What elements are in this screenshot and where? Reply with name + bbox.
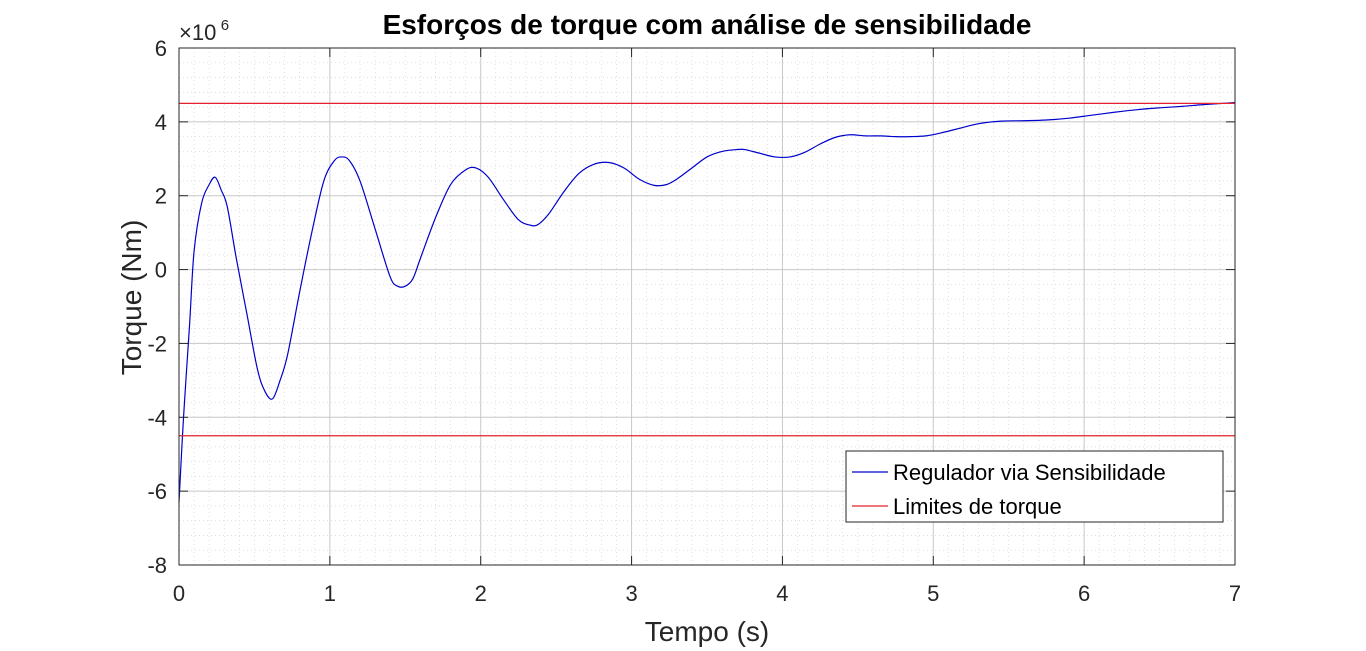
minor-grid bbox=[179, 48, 1235, 565]
legend-label-limites: Limites de torque bbox=[893, 494, 1062, 519]
y-tick-label: -2 bbox=[147, 331, 167, 356]
chart-title: Esforços de torque com análise de sensib… bbox=[383, 9, 1032, 40]
y-axis-label: Torque (Nm) bbox=[116, 220, 147, 376]
y-exponent-power: 6 bbox=[221, 17, 229, 34]
series-layer bbox=[178, 102, 1236, 503]
series-line-regulador bbox=[178, 102, 1236, 503]
y-exponent-base: ×10 bbox=[179, 20, 216, 45]
x-tick-label: 3 bbox=[625, 581, 637, 606]
y-tick-label: 2 bbox=[155, 184, 167, 209]
x-tick-label: 0 bbox=[173, 581, 185, 606]
legend: Regulador via Sensibilidade Limites de t… bbox=[845, 450, 1224, 523]
x-tick-label: 5 bbox=[927, 581, 939, 606]
x-axis-label: Tempo (s) bbox=[645, 616, 769, 647]
y-tick-labels: -8 -6 -4 -2 0 2 4 6 bbox=[147, 36, 167, 578]
x-tick-label: 4 bbox=[776, 581, 788, 606]
x-tick-labels: 0 1 2 3 4 5 6 7 bbox=[173, 581, 1241, 606]
y-tick-label: -8 bbox=[147, 553, 167, 578]
x-tick-label: 6 bbox=[1078, 581, 1090, 606]
y-tick-label: -4 bbox=[147, 405, 167, 430]
legend-label-regulador: Regulador via Sensibilidade bbox=[893, 460, 1166, 485]
x-tick-label: 7 bbox=[1229, 581, 1241, 606]
y-tick-label: 4 bbox=[155, 110, 167, 135]
y-axis-exponent: ×10 6 bbox=[179, 17, 229, 45]
x-tick-label: 1 bbox=[324, 581, 336, 606]
y-tick-label: 6 bbox=[155, 36, 167, 61]
tick-marks bbox=[178, 47, 1236, 566]
x-tick-label: 2 bbox=[475, 581, 487, 606]
axes-box bbox=[178, 47, 1236, 566]
legend-box bbox=[845, 450, 1224, 523]
y-tick-label: 0 bbox=[155, 258, 167, 283]
y-tick-label: -6 bbox=[147, 479, 167, 504]
